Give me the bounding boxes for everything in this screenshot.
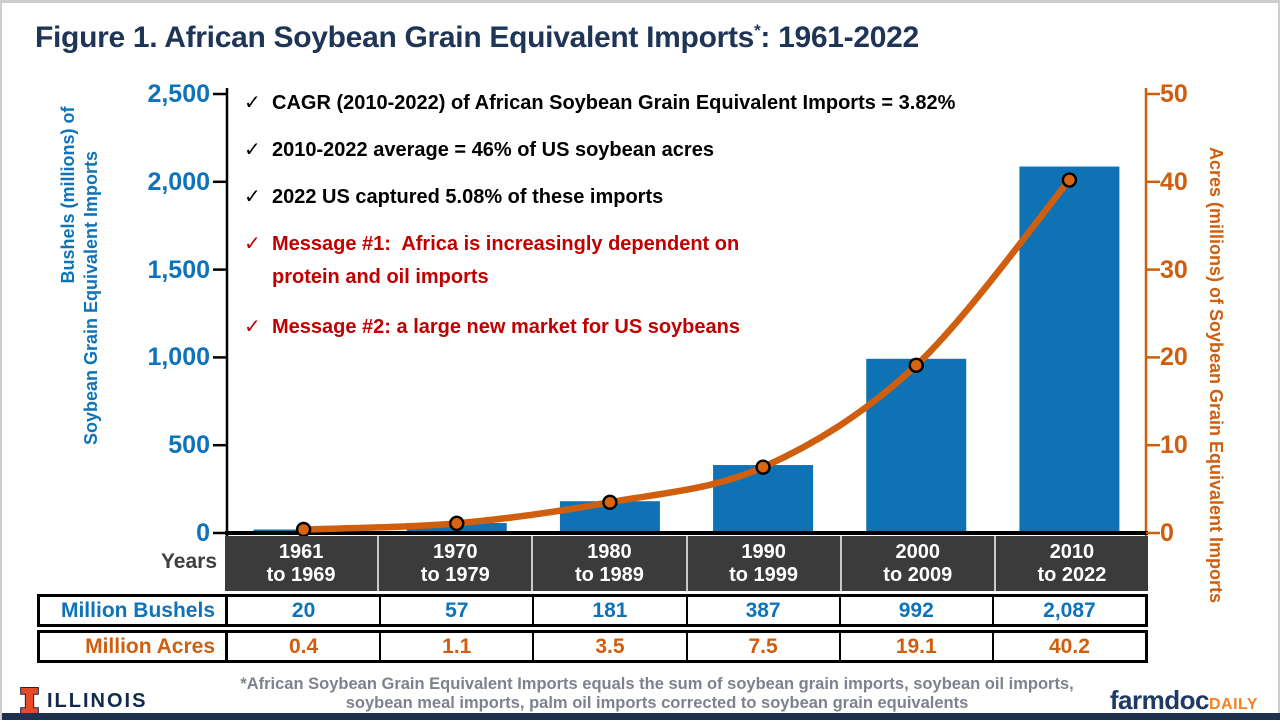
x-axis-line <box>225 531 1148 535</box>
annotation-item-2: ✓ 2010-2022 average = 46% of US soybean a… <box>244 138 1134 162</box>
farmdoc-daily-logo: farmdocDAILY <box>1110 685 1258 716</box>
table-cell-million-acres-2: 1.1 <box>379 633 532 660</box>
footnote-line1: *African Soybean Grain Equivalent Import… <box>240 675 1074 693</box>
checkmark-icon: ✓ <box>244 92 261 114</box>
figure-title-years: : 1961-2022 <box>760 21 919 54</box>
annotation-list: ✓ CAGR (2010-2022) of African Soybean Gra… <box>244 91 1134 362</box>
bar-1980-to-1989 <box>559 501 660 533</box>
footnote-asterisk: * <box>754 21 761 40</box>
right-tick-label-10: 10 <box>1160 431 1188 460</box>
data-table: Million Bushels 20 57 181 387 992 2,087 Million… <box>37 594 1148 666</box>
right-tick-label-0: 0 <box>1160 519 1174 547</box>
table-cell-million-bushels-6: 2,087 <box>991 597 1145 624</box>
table-cell-million-bushels-4: 387 <box>685 597 839 624</box>
table-row-million-acres: Million Acres 0.4 1.1 3.5 7.5 19.1 40.2 <box>37 630 1148 663</box>
table-row-label: Million Bushels <box>40 597 228 624</box>
annotation-text: CAGR (2010-2022) of African Soybean Grai… <box>272 92 956 114</box>
acres-marker-3 <box>755 459 771 475</box>
table-row-label: Million Acres <box>40 633 228 660</box>
year-band-cell-5: 2000 to 2009 <box>839 536 994 591</box>
table-cell-million-bushels-3: 181 <box>532 597 685 624</box>
footnote-line2: soybean meal imports, palm oil imports c… <box>345 694 969 712</box>
acres-marker-1 <box>449 515 465 532</box>
checkmark-icon: ✓ <box>244 316 261 338</box>
checkmark-icon: ✓ <box>244 186 261 208</box>
acres-marker-0 <box>295 521 312 538</box>
annotation-item-3: ✓ 2022 US captured 5.08% of these imports <box>244 185 1134 209</box>
footnote: *African Soybean Grain Equivalent Import… <box>182 675 1132 713</box>
daily-wordmark: DAILY <box>1208 696 1258 713</box>
left-tick-label-1,000: 1,000 <box>147 343 210 372</box>
table-cell-million-bushels-1: 20 <box>291 598 316 622</box>
left-tick-label-1,500: 1,500 <box>147 255 210 284</box>
right-axis-title: Acres (millions) of Soybean Grain Equiva… <box>1206 146 1226 604</box>
annotation-text: Message #2: a large new market for US so… <box>272 316 740 338</box>
table-cell-million-acres-6: 40.2 <box>991 633 1145 660</box>
annotation-text: 2022 US captured 5.08% of these imports <box>272 186 664 208</box>
table-cell-million-acres-4: 7.5 <box>685 633 839 660</box>
figure-title: Figure 1. African Soybean Grain Equivale… <box>35 21 919 55</box>
figure-title-main: Figure 1. African Soybean Grain Equivale… <box>35 21 755 54</box>
bar-2000-to-2009 <box>866 358 967 533</box>
checkmark-icon: ✓ <box>244 233 261 255</box>
year-band-cell-3: 1980 to 1989 <box>531 536 685 591</box>
left-tick-label-500: 500 <box>168 431 210 460</box>
farmdoc-wordmark: farmdoc <box>1109 685 1210 715</box>
illinois-wordmark: ILLINOIS <box>47 689 148 712</box>
illinois-block-i-icon <box>20 687 39 715</box>
table-cell-million-bushels-2: 57 <box>379 597 532 624</box>
x-axis-label: Years <box>160 550 217 573</box>
annotation-text: Message #1: Africa is increasingly depen… <box>272 233 740 288</box>
year-band-cell-2: 1970 to 1979 <box>377 536 531 591</box>
right-tick-label-40: 40 <box>1160 167 1188 196</box>
left-tick-label-0: 0 <box>196 519 210 547</box>
right-tick-label-30: 30 <box>1160 255 1188 284</box>
checkmark-icon: ✓ <box>244 139 261 161</box>
year-band-cell-6: 2010 to 2022 <box>993 536 1148 591</box>
annotation-item-1: ✓ CAGR (2010-2022) of African Soybean Gra… <box>244 91 1134 115</box>
annotation-item-5: ✓ Message #2: a large new market for US s… <box>244 315 1134 339</box>
table-cell-million-acres-3: 3.5 <box>532 633 685 660</box>
x-axis-category-band: 1961 to 1969 1970 to 1979 1980 to 1989 1990 to … <box>225 536 1148 591</box>
bar-1970-to-1979 <box>406 522 507 533</box>
right-tick-label-50: 50 <box>1160 80 1188 108</box>
right-tick-label-20: 20 <box>1160 343 1188 372</box>
left-axis-title-line1: Bushels (millions) of <box>58 106 78 284</box>
left-axis-title-line2: Soybean Grain Equivalent Imports <box>81 150 101 446</box>
table-cell-million-bushels-5: 992 <box>838 597 992 624</box>
table-cell-million-acres-5: 19.1 <box>838 633 992 660</box>
annotation-text: 2010-2022 average = 46% of US soybean ac… <box>272 139 714 161</box>
year-band-cell-4: 1990 to 1999 <box>685 536 840 591</box>
table-cell-million-acres-1: 0.4 <box>288 634 319 658</box>
left-tick-label-2,000: 2,000 <box>147 167 210 196</box>
year-band-cell-1: 1961 to 1969 <box>266 540 336 586</box>
table-row-million-bushels: Million Bushels 20 57 181 387 992 2,087 <box>37 594 1148 627</box>
left-tick-label-2,500: 2,500 <box>147 80 210 108</box>
annotation-item-4: ✓ Message #1: Africa is increasingly depe… <box>244 232 1134 289</box>
acres-marker-2 <box>602 494 618 510</box>
bar-1961-to-1969 <box>253 529 354 533</box>
illinois-logo: ILLINOIS <box>20 687 147 715</box>
bar-1990-to-1999 <box>713 465 814 533</box>
bottom-accent-bar <box>2 713 1280 720</box>
